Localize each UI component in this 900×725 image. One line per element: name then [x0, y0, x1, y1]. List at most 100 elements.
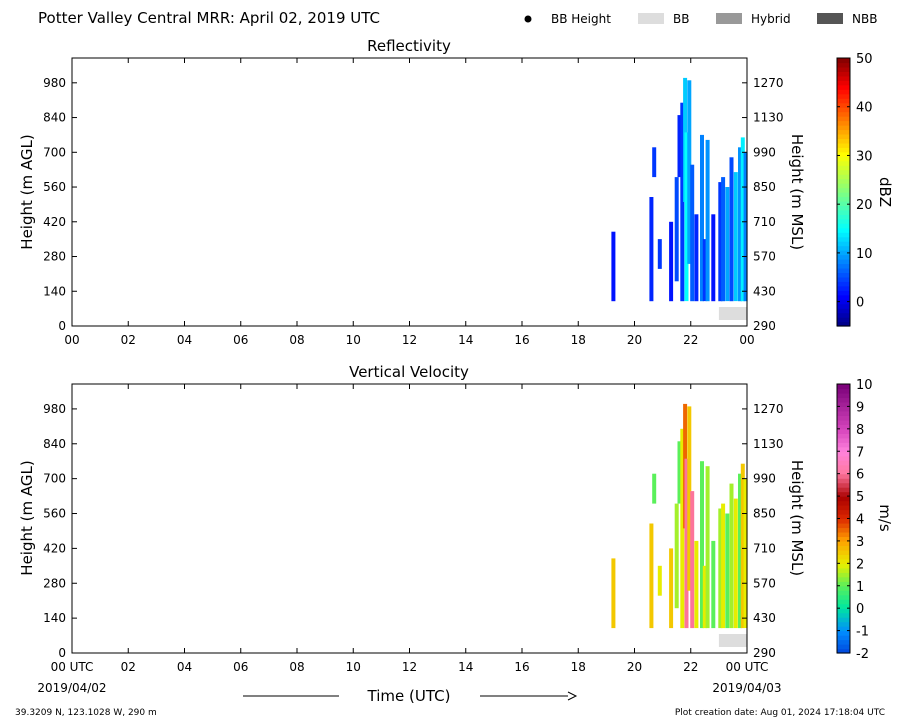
reflectivity-column-20 — [729, 157, 734, 302]
velocity-colorbar-label: m/s — [876, 504, 894, 532]
velocity-colorbar-segment-37 — [837, 482, 850, 488]
reflectivity-column-18 — [721, 177, 726, 302]
velocity-colorbar-segment-36 — [837, 487, 850, 493]
reflectivity-ytick-label-3: 420 — [43, 215, 66, 229]
velocity-colorbar-segment-20 — [837, 558, 850, 564]
reflectivity-colorbar: 0 10 20 30 40 50 — [836, 52, 873, 327]
velocity-xtick-label-1: 02 — [121, 660, 136, 674]
reflectivity-colorbar-segment-18 — [837, 241, 850, 247]
reflectivity-colorbar-segment-50 — [837, 98, 850, 104]
reflectivity-colorbar-segment-57 — [837, 66, 850, 72]
reflectivity-column-3 — [657, 239, 662, 269]
reflectivity-colorbar-segment-17 — [837, 245, 850, 251]
reflectivity-colorbar-segment-20 — [837, 232, 850, 238]
legend-bb-height-label: BB Height — [551, 12, 611, 26]
reflectivity-colorbar-segment-46 — [837, 116, 850, 122]
velocity-data — [611, 403, 748, 647]
velocity-colorbar-segment-19 — [837, 563, 850, 569]
velocity-colorbar-segment-33 — [837, 500, 850, 506]
reflectivity-colorbar-segment-5 — [837, 299, 850, 305]
location-label: 39.3209 N, 123.1028 W, 290 m — [15, 708, 157, 718]
reflectivity-colorbar-tick-label-2: 20 — [856, 198, 873, 213]
reflectivity-xtick-label-12: 00 — [739, 333, 754, 347]
velocity-colorbar-segment-9 — [837, 608, 850, 614]
velocity-colorbar-segment-59 — [837, 384, 850, 390]
velocity-colorbar-segment-52 — [837, 415, 850, 421]
reflectivity-ytick-label-0: 0 — [58, 319, 66, 333]
reflectivity-colorbar-segment-56 — [837, 71, 850, 77]
velocity-colorbar-segment-11 — [837, 599, 850, 605]
velocity-colorbar-segment-2 — [837, 639, 850, 645]
reflectivity-colorbar-segment-59 — [837, 58, 850, 64]
velocity-colorbar-segment-56 — [837, 397, 850, 403]
velocity-colorbar-segment-53 — [837, 410, 850, 416]
reflectivity-xtick-label-2: 04 — [177, 333, 192, 347]
reflectivity-colorbar-segment-52 — [837, 89, 850, 95]
reflectivity-ytick-label-1: 140 — [43, 284, 66, 298]
reflectivity-colorbar-segment-51 — [837, 93, 850, 99]
reflectivity-colorbar-segment-19 — [837, 236, 850, 242]
reflectivity-colorbar-segment-30 — [837, 187, 850, 193]
reflectivity-colorbar-segment-35 — [837, 165, 850, 171]
reflectivity-xtick-label-7: 14 — [458, 333, 473, 347]
velocity-colorbar-segment-10 — [837, 603, 850, 609]
velocity-colorbar-segment-13 — [837, 590, 850, 596]
velocity-colorbar-segment-45 — [837, 446, 850, 452]
velocity-colorbar-segment-29 — [837, 518, 850, 524]
reflectivity-colorbar-segment-55 — [837, 75, 850, 81]
velocity-colorbar-segment-42 — [837, 460, 850, 466]
velocity-colorbar-tick-label-6: 4 — [856, 513, 864, 528]
velocity-colorbar-segment-7 — [837, 617, 850, 623]
velocity-colorbar-segment-5 — [837, 626, 850, 632]
velocity-ytick-right-label-5: 990 — [753, 472, 776, 486]
velocity-frame — [71, 383, 748, 654]
reflectivity-colorbar-segment-3 — [837, 308, 850, 314]
velocity-column-10 — [687, 406, 692, 591]
reflectivity-ytick-right-label-6: 1130 — [753, 111, 784, 125]
reflectivity-xtick-label-9: 18 — [571, 333, 586, 347]
velocity-colorbar-tick-label-4: 2 — [856, 557, 864, 572]
velocity-colorbar-tick-label-12: 10 — [856, 378, 873, 393]
velocity-xtick-label-10: 20 — [627, 660, 642, 674]
reflectivity-xtick-label-1: 02 — [121, 333, 136, 347]
velocity-colorbar-segment-38 — [837, 478, 850, 484]
reflectivity-colorbar-segment-15 — [837, 254, 850, 260]
velocity-colorbar-segment-26 — [837, 531, 850, 538]
reflectivity-colorbar-tick-label-1: 10 — [856, 247, 873, 262]
legend-hybrid-label: Hybrid — [751, 12, 791, 26]
velocity-colorbar: -2 -1 0 1 2 3 4 5 6 7 8 9 10 — [836, 378, 873, 662]
reflectivity-ylabel: Height (m AGL) — [18, 134, 36, 249]
reflectivity-xtick-label-5: 10 — [346, 333, 361, 347]
reflectivity-colorbar-segment-8 — [837, 285, 850, 291]
velocity-bb-bar — [718, 634, 747, 647]
velocity-ytick-right-label-0: 290 — [753, 646, 776, 660]
velocity-colorbar-tick-label-5: 3 — [856, 535, 864, 550]
reflectivity-colorbar-segment-48 — [837, 107, 850, 113]
velocity-xtick-label-11: 22 — [683, 660, 698, 674]
velocity-colorbar-segment-54 — [837, 406, 850, 412]
velocity-column-20 — [729, 483, 734, 629]
reflectivity-ytick-label-5: 700 — [43, 145, 66, 159]
reflectivity-column-17 — [718, 182, 723, 302]
reflectivity-column-2 — [652, 147, 657, 178]
velocity-column-1 — [649, 523, 654, 629]
reflectivity-colorbar-segment-10 — [837, 276, 850, 282]
velocity-colorbar-tick-label-1: -1 — [856, 625, 869, 640]
legend-bb-label: BB — [673, 12, 689, 26]
velocity-ylabel: Height (m AGL) — [18, 460, 36, 575]
velocity-colorbar-segment-51 — [837, 419, 850, 425]
velocity-colorbar-segment-39 — [837, 473, 850, 479]
velocity-colorbar-segment-27 — [837, 527, 850, 533]
velocity-ytick-right-label-7: 1270 — [753, 402, 784, 416]
reflectivity-colorbar-segment-33 — [837, 174, 850, 180]
reflectivity-column-9 — [684, 132, 689, 302]
reflectivity-colorbar-segment-23 — [837, 218, 850, 224]
reflectivity-xtick-label-11: 22 — [683, 333, 698, 347]
velocity-ylabel-right: Height (m MSL) — [788, 460, 806, 576]
velocity-colorbar-segment-18 — [837, 567, 850, 573]
reflectivity-column-22 — [738, 147, 742, 302]
velocity-colorbar-tick-label-11: 9 — [856, 400, 864, 415]
reflectivity-colorbar-segment-13 — [837, 263, 850, 269]
